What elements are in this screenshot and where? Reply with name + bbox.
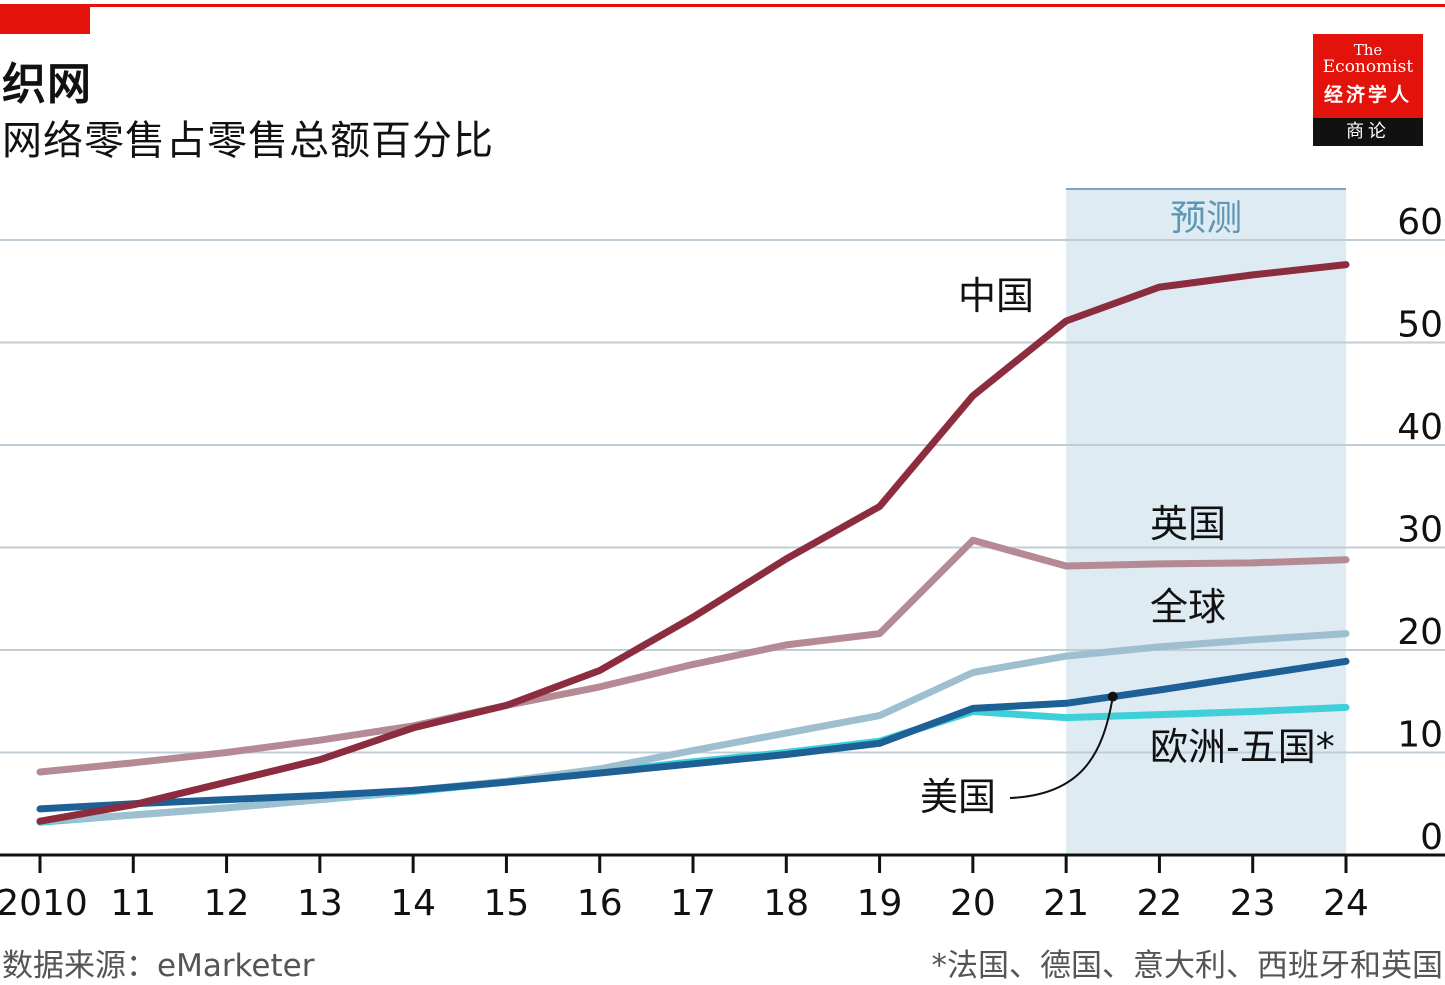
- x-axis: 2010 11 12 13 14 15 16 17 18 19 20 21 22 23 24: [0, 853, 1445, 924]
- series-line-china: [36, 261, 1350, 825]
- logo-the: The: [1353, 41, 1383, 59]
- source-note: 数据来源：eMarketer: [2, 948, 315, 984]
- x-tick-label: 22: [1137, 883, 1183, 924]
- x-tick-label: 15: [484, 883, 530, 924]
- series-line-usa: [36, 657, 1350, 813]
- y-tick-label: 20: [1397, 612, 1443, 653]
- y-tick-label: 30: [1397, 510, 1443, 551]
- y-tick-label: 40: [1397, 407, 1443, 448]
- series-label-uk: 英国: [1150, 502, 1226, 546]
- series-label-eu5: 欧洲-五国*: [1150, 725, 1335, 769]
- x-tick-label: 24: [1323, 883, 1369, 924]
- x-tick-label: 23: [1230, 883, 1276, 924]
- x-tick-label: 18: [763, 883, 809, 924]
- logo-red-block: The Economist 经济学人: [1313, 34, 1423, 118]
- x-tick-label: 11: [110, 883, 156, 924]
- footnote: *法国、德国、意大利、西班牙和英国: [931, 948, 1444, 984]
- series-label-china: 中国: [958, 274, 1034, 318]
- x-tick-label: 20: [950, 883, 996, 924]
- x-tick-label: 19: [857, 883, 903, 924]
- x-tick-label: 14: [390, 883, 436, 924]
- chart-subtitle: 网络零售占零售总额百分比: [2, 118, 494, 164]
- series-label-usa: 美国: [920, 775, 996, 819]
- x-tick-label: 13: [297, 883, 343, 924]
- chart-title: 织网: [2, 59, 92, 110]
- forecast-label: 预测: [1170, 198, 1242, 239]
- x-tick-label: 17: [670, 883, 716, 924]
- y-tick-label: 60: [1397, 202, 1443, 243]
- series-lines: [36, 261, 1350, 826]
- top-red-tab: [0, 4, 90, 34]
- y-axis-ticks: 0 10 20 30 40 50 60: [1397, 202, 1443, 858]
- logo-chinese-name: 经济学人: [1323, 84, 1412, 106]
- usa-annotation-dot: [1107, 691, 1118, 702]
- y-tick-label: 50: [1397, 305, 1443, 346]
- y-tick-label: 10: [1397, 715, 1443, 756]
- logo-black-bar: 商论: [1313, 118, 1423, 146]
- forecast-band: [1066, 189, 1346, 855]
- series-line-uk: [36, 536, 1350, 776]
- series-line-global: [36, 630, 1350, 825]
- x-tick-label: 12: [204, 883, 250, 924]
- top-red-rule: [0, 4, 1445, 7]
- x-tick-label: 2010: [0, 883, 88, 924]
- x-tick-label: 21: [1043, 883, 1089, 924]
- usa-annotation-leader: [1009, 696, 1114, 799]
- logo-economist: Economist: [1322, 57, 1414, 77]
- y-tick-label: 0: [1420, 817, 1443, 858]
- series-label-global: 全球: [1150, 585, 1226, 629]
- economist-logo: The Economist 经济学人 商论: [1313, 34, 1423, 146]
- x-tick-label: 16: [577, 883, 623, 924]
